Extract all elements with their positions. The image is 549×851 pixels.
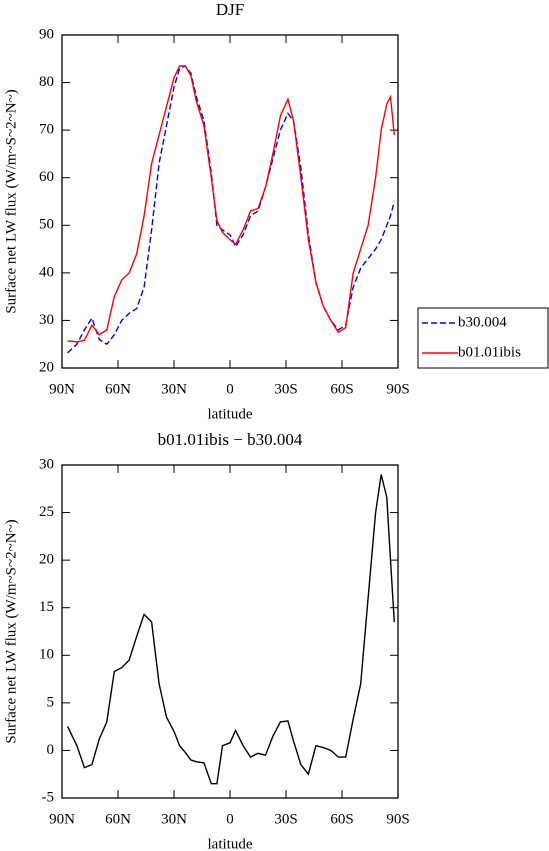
data-line <box>67 65 395 354</box>
data-line <box>67 65 395 343</box>
y-tick-label: 50 <box>39 217 54 233</box>
chart-title: b01.01ibis − b30.004 <box>158 430 303 449</box>
x-tick-label: 90N <box>49 381 75 397</box>
y-tick-label: 60 <box>39 169 54 185</box>
y-axis-label: Surface net LW flux (W/m~S~2~N~) <box>3 519 19 743</box>
chart-title: DJF <box>216 0 244 19</box>
data-line <box>66 474 395 785</box>
y-tick-label: 70 <box>39 122 54 138</box>
x-tick-label: 60N <box>105 381 131 397</box>
x-tick-label: 90S <box>386 381 409 397</box>
y-tick-label: 40 <box>39 264 54 280</box>
x-tick-label: 0 <box>226 811 234 827</box>
x-axis-label: latitude <box>208 836 253 851</box>
y-tick-label: -5 <box>42 789 55 805</box>
legend-label: b01.01ibis <box>458 344 521 360</box>
y-tick-label: 10 <box>39 647 54 663</box>
x-tick-label: 0 <box>226 381 234 397</box>
x-tick-label: 90N <box>49 811 75 827</box>
x-axis-label: latitude <box>208 406 253 422</box>
y-tick-label: 25 <box>39 504 54 520</box>
y-axis-label: Surface net LW flux (W/m~S~2~N~) <box>3 89 19 313</box>
y-tick-label: 15 <box>39 599 54 615</box>
x-tick-label: 30S <box>274 381 297 397</box>
legend-label: b30.004 <box>458 314 507 330</box>
x-tick-label: 60S <box>330 381 353 397</box>
y-tick-label: 30 <box>39 312 54 328</box>
x-tick-label: 60N <box>105 811 131 827</box>
y-tick-label: 20 <box>39 552 54 568</box>
x-tick-label: 30N <box>161 381 187 397</box>
x-tick-label: 60S <box>330 811 353 827</box>
y-tick-label: 80 <box>39 74 54 90</box>
y-tick-label: 5 <box>47 694 55 710</box>
x-tick-label: 30S <box>274 811 297 827</box>
y-tick-label: 30 <box>39 456 54 472</box>
y-tick-label: 20 <box>39 359 54 375</box>
x-tick-label: 90S <box>386 811 409 827</box>
y-tick-label: 90 <box>39 26 54 42</box>
legend-box <box>417 307 549 369</box>
y-tick-label: 0 <box>47 742 55 758</box>
x-tick-label: 30N <box>161 811 187 827</box>
